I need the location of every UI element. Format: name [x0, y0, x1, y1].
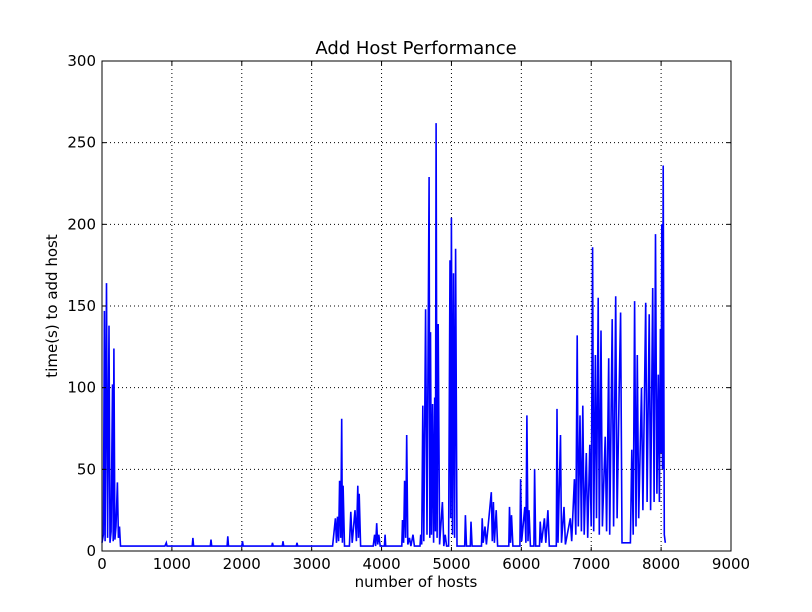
x-tick-label: 3000: [293, 555, 331, 573]
y-tick-label: 50: [77, 460, 96, 478]
y-tick-label: 300: [67, 52, 96, 70]
y-tick-label: 200: [67, 215, 96, 233]
ticks: 0 1000 2000 3000 4000 5000 6000 7000 8000 9000 0 50…: [67, 52, 750, 573]
y-tick-label: 100: [67, 379, 96, 397]
x-tick-label: 5000: [432, 555, 470, 573]
x-tick-label: 6000: [502, 555, 540, 573]
x-tick-label: 1000: [153, 555, 191, 573]
x-tick-label: 2000: [223, 555, 261, 573]
chart-title: Add Host Performance: [315, 38, 516, 59]
series-line: [101, 123, 667, 547]
x-tick-label: 9000: [712, 555, 750, 573]
x-tick-label: 0: [97, 555, 107, 573]
y-tick-label: 150: [67, 297, 96, 315]
y-tick-label: 0: [86, 542, 96, 560]
y-tick-label: 250: [67, 134, 96, 152]
y-axis-label: time(s) to add host: [43, 234, 61, 378]
x-tick-label: 4000: [362, 555, 400, 573]
x-axis-label: number of hosts: [355, 573, 478, 591]
x-tick-label: 8000: [642, 555, 680, 573]
x-tick-label: 7000: [572, 555, 610, 573]
plot-area: [101, 123, 667, 547]
